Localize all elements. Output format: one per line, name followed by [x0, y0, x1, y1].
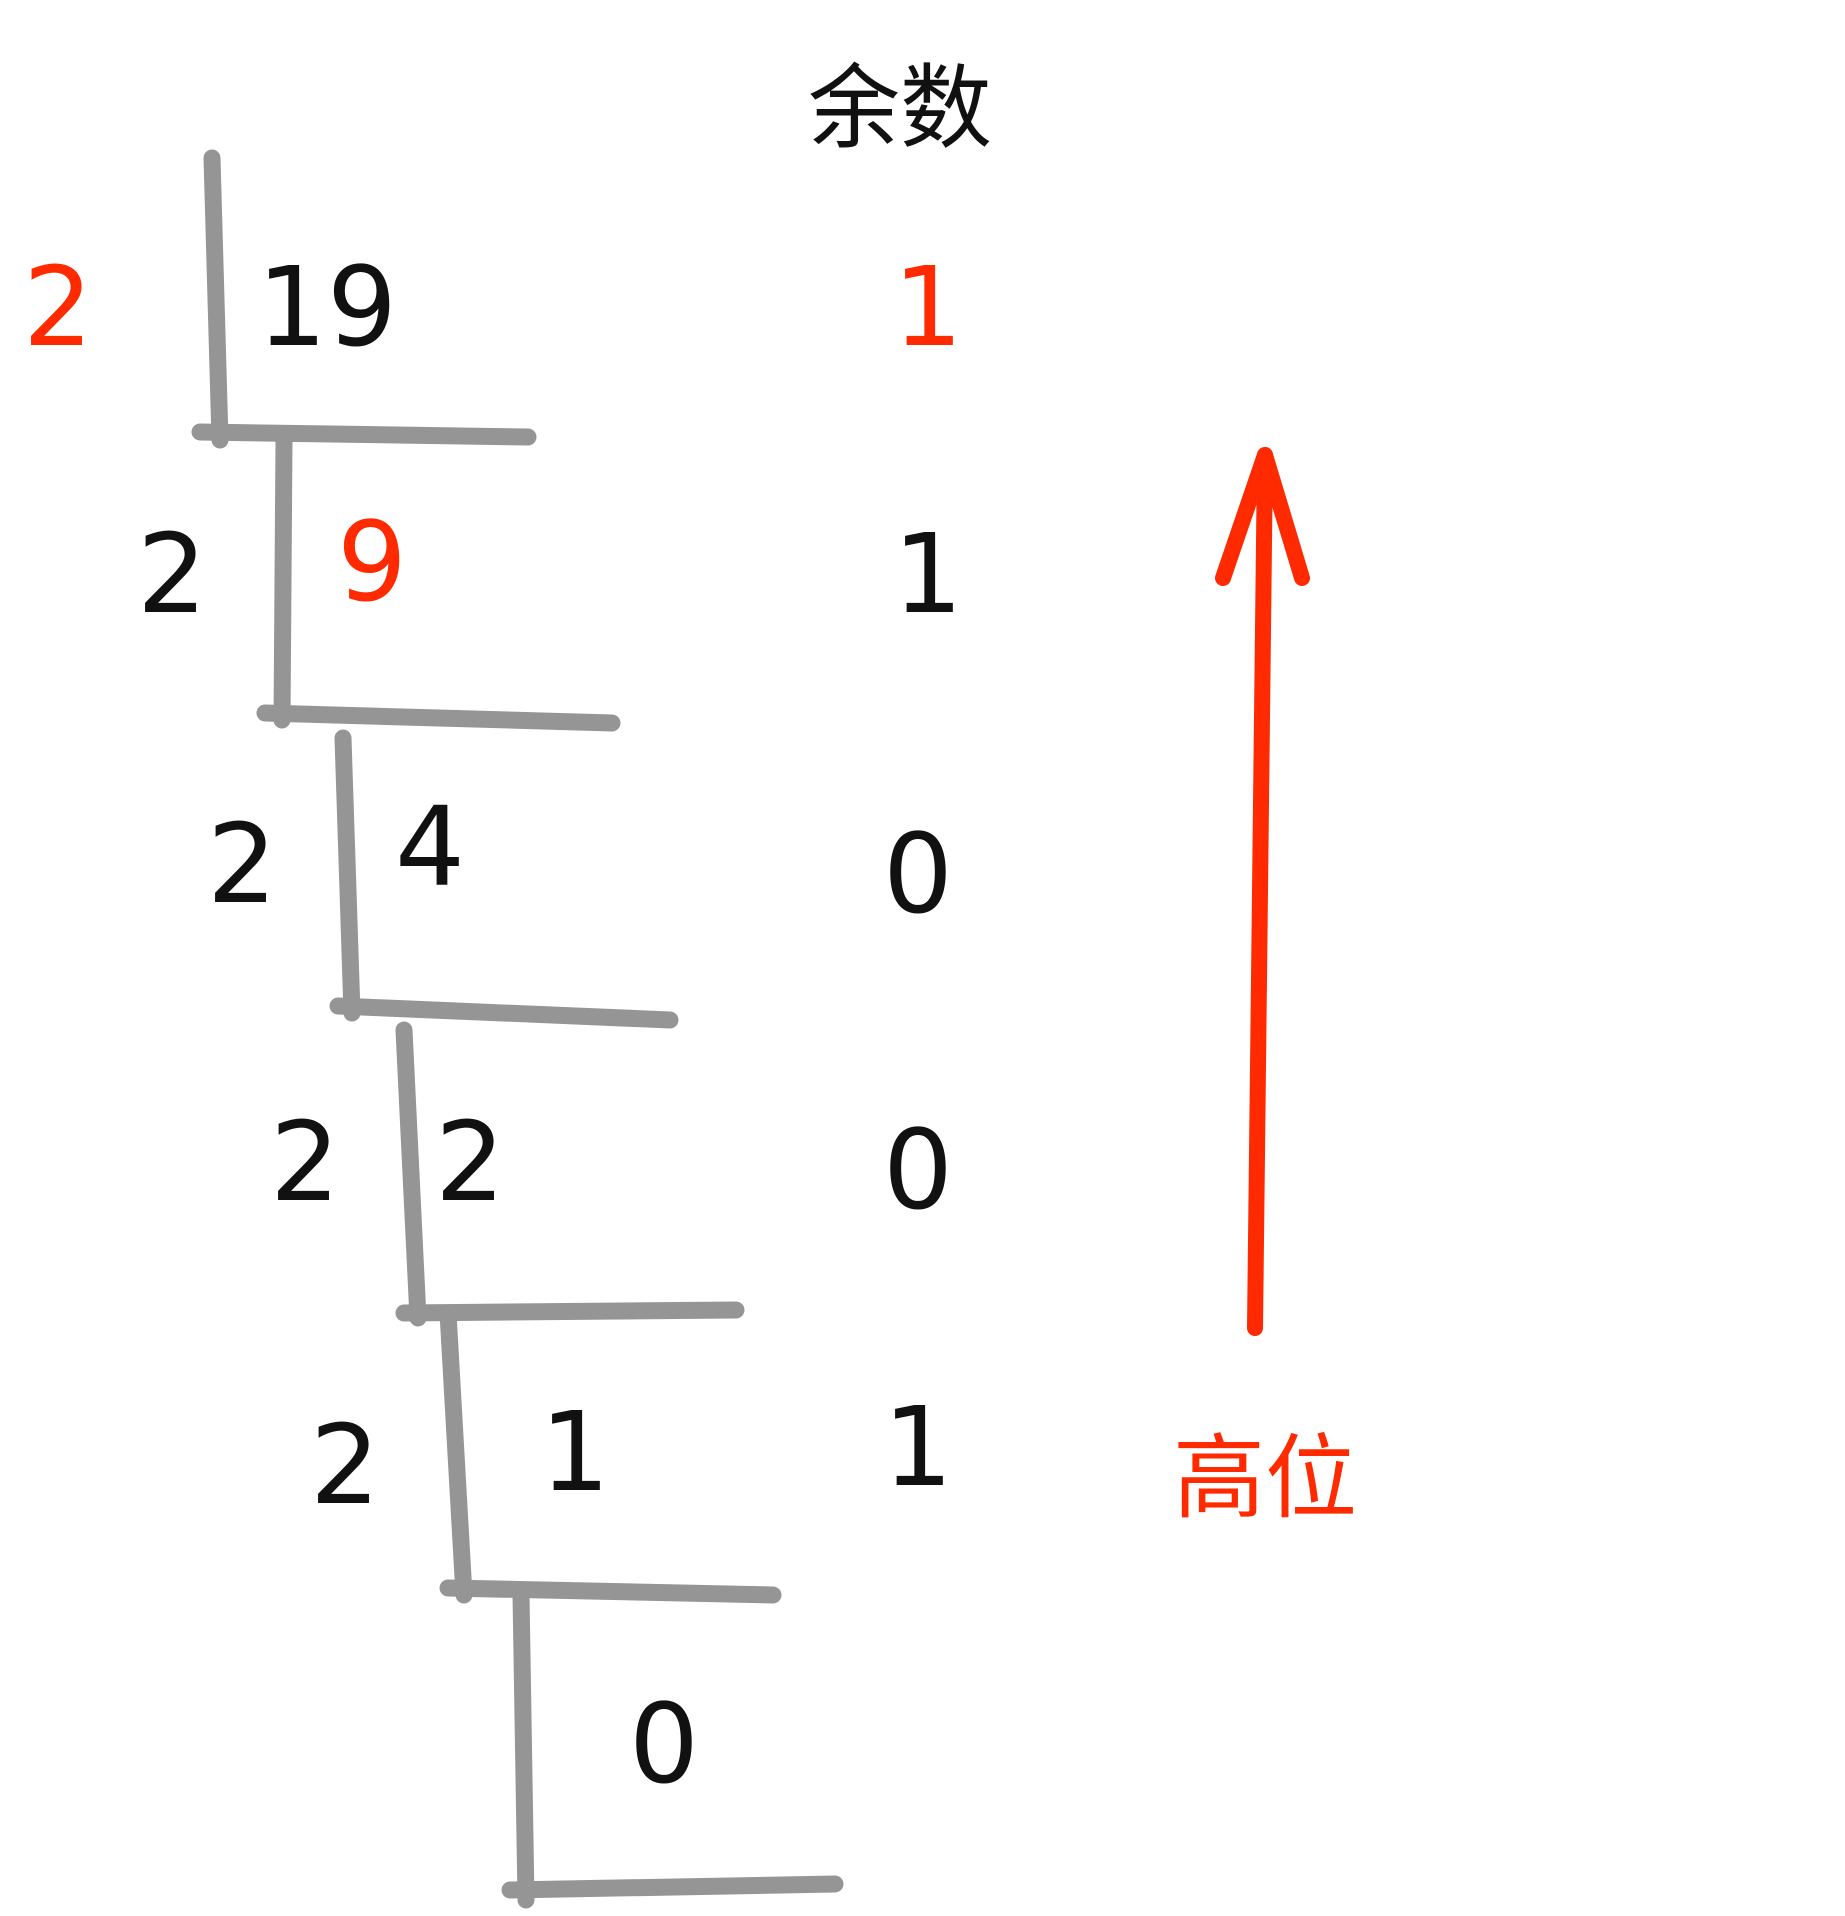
step-1-divisor: 2: [23, 243, 93, 371]
bracket-vertical-1: [203, 149, 229, 449]
bracket-horizontal-5: [439, 1579, 782, 1604]
step-2-remainder: 1: [893, 510, 963, 638]
remainder-column-header: 余数: [808, 55, 992, 162]
bracket-horizontal-6: [501, 1875, 844, 1899]
step-5-dividend: 1: [540, 1388, 610, 1516]
step-3-divisor: 2: [207, 800, 277, 928]
bracket-vertical-4: [395, 1021, 427, 1327]
step-3-dividend: 4: [395, 783, 465, 911]
step-5-divisor: 2: [310, 1401, 380, 1529]
bracket-vertical-6: [512, 1586, 535, 1909]
bracket-vertical-2: [273, 431, 293, 729]
bracket-horizontal-1: [191, 423, 537, 446]
step-1-remainder: 1: [893, 243, 963, 371]
high-order-label: 高位: [1173, 1425, 1357, 1532]
step-4-divisor: 2: [270, 1098, 340, 1226]
bracket-horizontal-2: [256, 704, 621, 732]
bracket-vertical-3: [334, 729, 361, 1022]
step-5-remainder: 1: [883, 1383, 953, 1511]
step-2-dividend: 9: [337, 498, 407, 626]
step-1-dividend: 19: [257, 243, 397, 371]
step-3-remainder: 0: [883, 810, 953, 938]
step-4-remainder: 0: [883, 1106, 953, 1234]
final-quotient: 0: [629, 1680, 699, 1808]
bracket-vertical-5: [439, 1304, 473, 1604]
bracket-horizontal-3: [329, 997, 679, 1029]
bracket-horizontal-4: [395, 1301, 745, 1322]
arrow-up-icon: [1215, 447, 1310, 1336]
step-2-divisor: 2: [137, 510, 207, 638]
division-brackets: [191, 149, 844, 1909]
step-4-dividend: 2: [435, 1098, 505, 1226]
